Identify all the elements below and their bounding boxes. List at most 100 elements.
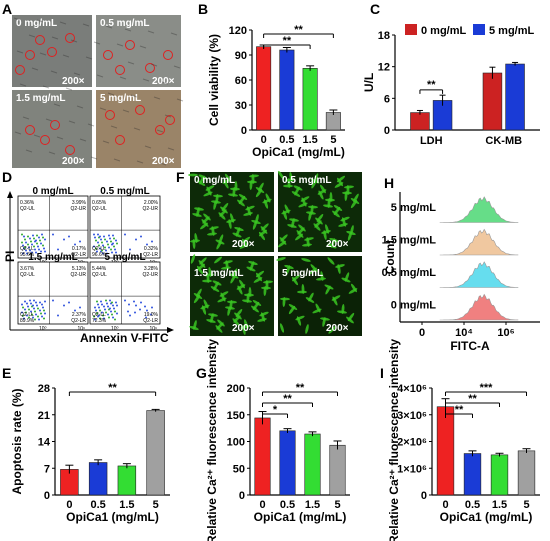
- fluor-cell: [301, 284, 305, 294]
- cell-texture: [107, 92, 115, 96]
- flow-event: [28, 316, 30, 319]
- y-tick-label: 14: [38, 437, 51, 449]
- cell-texture: [31, 67, 39, 71]
- flow-event: [31, 313, 33, 316]
- histogram-area: [439, 293, 519, 321]
- flow-event: [32, 316, 34, 319]
- fluor-cell: [284, 265, 294, 269]
- flow-event: [139, 308, 141, 311]
- fluor-cell: [221, 202, 229, 212]
- flow-xlabel: Annexin V-FITC: [80, 331, 169, 345]
- flow-event: [140, 235, 142, 238]
- sig-label: **: [427, 79, 436, 91]
- flow-event: [37, 245, 39, 248]
- flow-event: [93, 245, 95, 248]
- flow-event: [33, 307, 35, 310]
- y-axis-label: Cell viability (%): [207, 34, 221, 126]
- fluor-cell: [217, 319, 225, 327]
- flow-event: [99, 309, 101, 312]
- micrograph-5: [96, 90, 181, 168]
- x-axis-label: OpiCa1 (mg/mL): [440, 510, 533, 524]
- cell-texture: [36, 19, 44, 23]
- flow-event: [24, 238, 26, 241]
- fluor-cell: [196, 288, 202, 298]
- fluor-cell: [329, 192, 333, 202]
- flow-event: [103, 305, 105, 308]
- flow-event: [98, 314, 100, 317]
- flow-event: [74, 243, 76, 246]
- cell-marker: [155, 125, 165, 135]
- cell-texture: [39, 52, 47, 56]
- fluor-cell: [327, 257, 335, 265]
- y-tick-label: 2×10⁶: [397, 437, 427, 449]
- cell-texture: [176, 98, 184, 102]
- fluor-cell: [350, 225, 354, 235]
- fluor-cell: [296, 230, 304, 238]
- cell-texture: [13, 17, 21, 21]
- flow-event: [111, 313, 113, 316]
- fluor-cell: [289, 172, 293, 182]
- fluor-cell: [232, 268, 238, 278]
- flow-ll-pct: 95.6%: [20, 252, 35, 258]
- flow-event: [25, 241, 27, 244]
- flow-event: [38, 236, 40, 239]
- flow-event: [32, 234, 34, 237]
- y-tick-label: 90: [235, 50, 247, 62]
- flow-ll-name: Q2-LL: [20, 246, 34, 252]
- flow-event: [29, 299, 31, 302]
- micrograph-0: [12, 15, 92, 87]
- bar: [410, 112, 430, 131]
- flow-event: [41, 233, 43, 236]
- cell-texture: [133, 127, 141, 131]
- fluor-cell: [219, 291, 229, 297]
- flow-event: [57, 248, 59, 251]
- fluor-cell: [205, 185, 215, 191]
- micrograph-mag-0: 200×: [62, 76, 85, 87]
- y-tick-label: 50: [233, 463, 245, 475]
- bar: [279, 49, 295, 131]
- flow-event: [116, 312, 118, 315]
- flow-event: [35, 301, 37, 304]
- x-tick-label: 5: [523, 499, 529, 511]
- flow-event: [34, 248, 36, 251]
- flow-event: [52, 299, 54, 302]
- flow-ll-pct: 72.3%: [92, 318, 107, 324]
- cell-texture: [170, 32, 178, 36]
- flow-event: [24, 300, 26, 303]
- sig-label: **: [468, 393, 477, 405]
- flow-event: [111, 251, 113, 254]
- histogram-area: [439, 261, 519, 288]
- flow-ul-pct: 5.44%: [92, 266, 107, 272]
- flow-event: [150, 313, 152, 316]
- flow-event: [21, 303, 23, 306]
- fluor-cell: [248, 260, 258, 266]
- cell-marker: [105, 110, 115, 120]
- panel-letter-g: G: [196, 365, 207, 381]
- fluor-cell: [238, 193, 248, 201]
- flow-axis-tick: 10⁶: [150, 326, 158, 332]
- flow-event: [39, 239, 41, 242]
- fluor-cell: [259, 311, 269, 317]
- flow-event: [30, 240, 32, 243]
- flow-event: [29, 249, 31, 252]
- sig-label: **: [108, 382, 117, 394]
- flow-lr-name: Q2-LR: [143, 252, 158, 258]
- sig-label: **: [283, 35, 292, 47]
- y-tick-label: 0: [241, 125, 247, 137]
- fluor-cell: [320, 271, 324, 281]
- cell-marker: [163, 50, 173, 60]
- cell-texture: [56, 136, 64, 140]
- flow-ur-name: Q2-UR: [70, 206, 86, 212]
- chart-c-ldh-ckmb: 0 6 12 18 LDH CK-MB U/L ** 0 mg/mL 5 mg/mL: [362, 24, 540, 147]
- flow-ur-name: Q2-UR: [142, 272, 158, 278]
- cell-texture: [42, 85, 50, 89]
- cell-texture: [76, 105, 84, 109]
- fluor-cell: [188, 173, 198, 177]
- fluor-cell: [308, 292, 314, 302]
- flow-event: [110, 240, 112, 243]
- y-tick-label: 4×10⁶: [397, 383, 427, 395]
- flow-event: [26, 252, 28, 255]
- y-tick-label: 21: [38, 410, 50, 422]
- flow-event: [115, 301, 117, 304]
- flow-event: [129, 248, 131, 251]
